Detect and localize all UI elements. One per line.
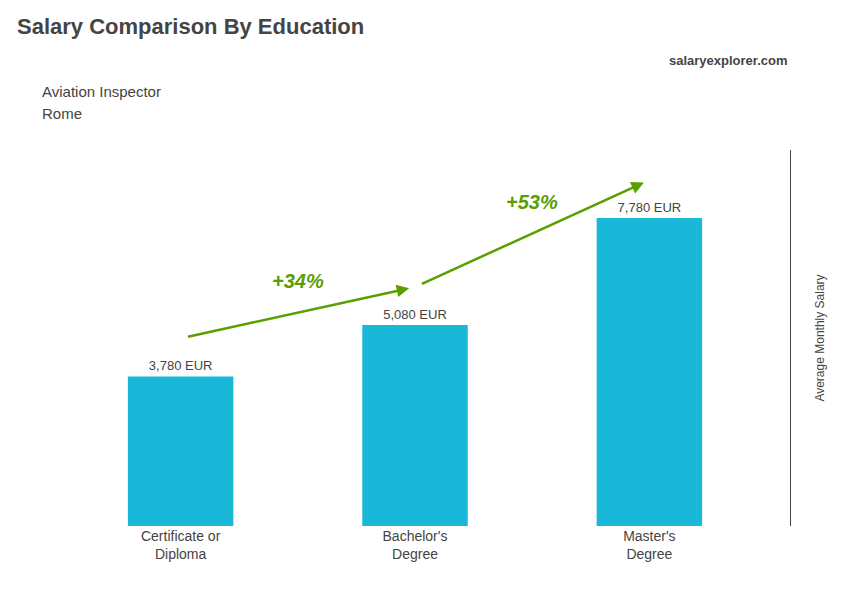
- svg-text:Salary Comparison By Education: Salary Comparison By Education: [17, 14, 364, 39]
- svg-text:Average Monthly Salary: Average Monthly Salary: [813, 274, 827, 401]
- svg-text:Aviation Inspector: Aviation Inspector: [42, 83, 161, 100]
- svg-text:Rome: Rome: [42, 105, 82, 122]
- svg-text:5,080 EUR: 5,080 EUR: [383, 307, 447, 322]
- svg-text:3,780 EUR: 3,780 EUR: [149, 358, 213, 373]
- svg-text:+53%: +53%: [506, 191, 558, 213]
- svg-text:+34%: +34%: [272, 270, 324, 292]
- svg-text:Master'sDegree: Master'sDegree: [623, 528, 675, 562]
- svg-text:salaryexplorer.com: salaryexplorer.com: [669, 53, 788, 68]
- svg-text:Bachelor'sDegree: Bachelor'sDegree: [383, 528, 448, 562]
- svg-text:Certificate orDiploma: Certificate orDiploma: [141, 528, 221, 562]
- svg-text:7,780 EUR: 7,780 EUR: [618, 200, 682, 215]
